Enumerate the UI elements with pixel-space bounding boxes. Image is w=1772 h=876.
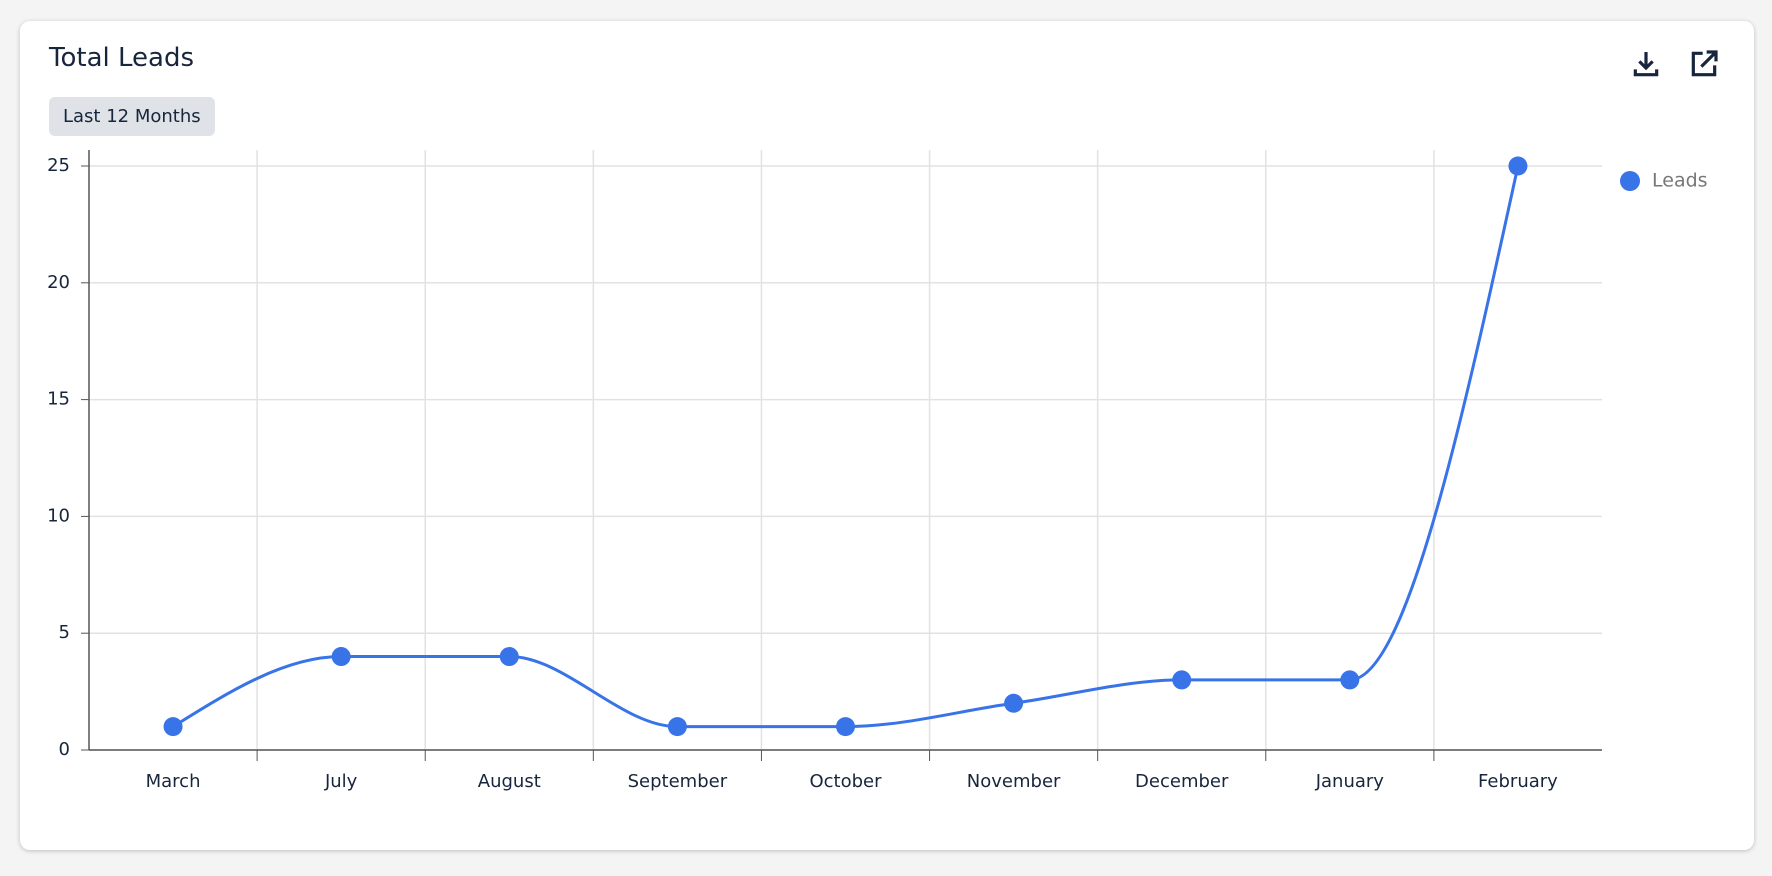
y-tick-label: 5 [59, 622, 70, 643]
data-point [499, 647, 519, 667]
toolbar [1630, 48, 1720, 80]
data-point [1508, 156, 1528, 176]
data-point [1340, 670, 1360, 690]
data-point [163, 717, 183, 737]
x-tick-label: February [1478, 771, 1558, 792]
legend-label: Leads [1652, 170, 1708, 192]
y-tick-label: 20 [47, 272, 70, 293]
data-point [331, 647, 351, 667]
x-tick-label: September [628, 771, 728, 792]
legend-marker [1620, 171, 1640, 191]
x-tick-label: March [146, 771, 201, 792]
y-tick-label: 10 [47, 505, 70, 526]
card: Total Leads Last 12 Months [20, 21, 1754, 850]
data-point [1172, 670, 1192, 690]
data-point [836, 717, 855, 737]
card-title: Total Leads [49, 43, 194, 73]
download-button[interactable] [1630, 48, 1662, 80]
x-tick-label: July [324, 771, 358, 792]
data-point [1004, 693, 1024, 713]
data-point [667, 717, 687, 737]
x-tick-label: January [1315, 771, 1385, 792]
x-tick-label: August [478, 771, 541, 792]
y-tick-label: 15 [47, 389, 70, 410]
x-tick-label: December [1135, 771, 1229, 792]
open-external-button[interactable] [1688, 48, 1720, 80]
x-tick-label: November [967, 771, 1061, 792]
y-tick-label: 25 [47, 155, 70, 176]
x-tick-label: October [809, 771, 882, 792]
y-tick-label: 0 [59, 739, 70, 760]
series-line [172, 165, 1520, 729]
period-badge: Last 12 Months [49, 97, 215, 136]
